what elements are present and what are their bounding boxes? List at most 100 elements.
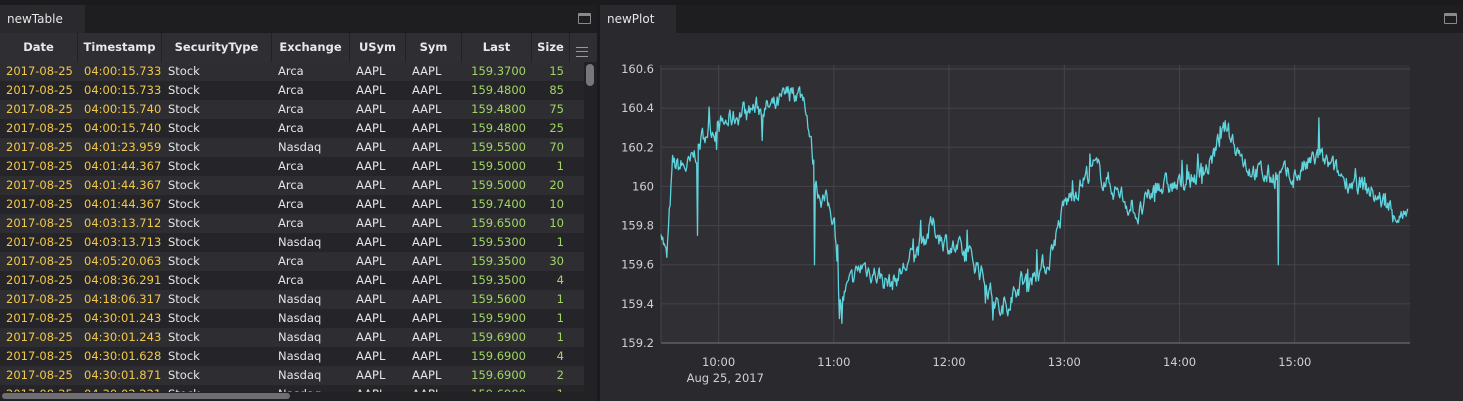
cell-date: 2017-08-25: [6, 216, 73, 230]
column-header-size[interactable]: Size: [532, 33, 570, 62]
column-menu-icon[interactable]: [576, 47, 588, 57]
scroll-thumb[interactable]: [2, 393, 290, 399]
cell-securitytype: Stock: [168, 197, 200, 211]
column-header-last[interactable]: Last: [462, 33, 532, 62]
cell-timestamp: 04:01:23.959: [84, 140, 162, 154]
column-header-exchange[interactable]: Exchange: [272, 33, 350, 62]
cell-securitytype: Stock: [168, 102, 200, 116]
cell-sym: AAPL: [412, 254, 442, 268]
table-row[interactable]: 2017-08-25 04:18:06.317 Stock Nasdaq AAPL AAP…: [0, 290, 584, 309]
cell-sym: AAPL: [412, 235, 442, 249]
cell-securitytype: Stock: [168, 368, 200, 382]
cell-size: 10: [549, 216, 564, 230]
cell-usym: AAPL: [356, 273, 386, 287]
cell-exchange: Arca: [278, 64, 304, 78]
x-tick-label: 14:00: [1163, 355, 1196, 369]
cell-size: 4: [556, 349, 564, 363]
cell-exchange: Nasdaq: [278, 140, 322, 154]
cell-sym: AAPL: [412, 349, 442, 363]
cell-date: 2017-08-25: [6, 292, 73, 306]
table-body: 2017-08-25 04:00:15.733 Stock Arca AAPL AAPL 1…: [0, 62, 584, 392]
y-tick-label: 160.2: [621, 140, 654, 154]
cell-securitytype: Stock: [168, 292, 200, 306]
cell-date: 2017-08-25: [6, 159, 73, 173]
table-row[interactable]: 2017-08-25 04:01:44.367 Stock Arca AAPL AAPL 1…: [0, 157, 584, 176]
cell-securitytype: Stock: [168, 83, 200, 97]
table-row[interactable]: 2017-08-25 04:03:13.713 Stock Nasdaq AAPL AAP…: [0, 233, 584, 252]
table-row[interactable]: 2017-08-2504:30:02.221StockNasdaqAAPLAAP…: [0, 385, 584, 392]
table-header: Date Timestamp SecurityType Exchange USym Sym…: [0, 33, 597, 62]
vertical-scrollbar[interactable]: [584, 62, 597, 392]
cell-last: 159.5000: [471, 159, 526, 173]
column-header-sym[interactable]: Sym: [406, 33, 462, 62]
table-row[interactable]: 2017-08-25 04:30:01.243 Stock Nasdaq AAPL AAP…: [0, 328, 584, 347]
cell-exchange: Nasdaq: [278, 235, 322, 249]
table-row[interactable]: 2017-08-25 04:30:01.243 Stock Nasdaq AAPL AAP…: [0, 309, 584, 328]
table-row[interactable]: 2017-08-25 04:01:44.367 Stock Arca AAPL AAPL 1…: [0, 195, 584, 214]
table-row[interactable]: 2017-08-25 04:00:15.733 Stock Arca AAPL AAPL 1…: [0, 62, 584, 81]
cell-date: 2017-08-25: [6, 178, 73, 192]
y-tick-label: 159.4: [621, 297, 654, 311]
horizontal-scrollbar[interactable]: [0, 392, 597, 401]
cell-last: 159.3700: [471, 64, 526, 78]
cell-date: 2017-08-25: [6, 121, 73, 135]
column-header-usym[interactable]: USym: [350, 33, 406, 62]
y-tick-label: 159.6: [621, 258, 654, 272]
cell-securitytype: Stock: [168, 216, 200, 230]
table-row[interactable]: 2017-08-25 04:01:23.959 Stock Nasdaq AAPL AAP…: [0, 138, 584, 157]
scroll-thumb[interactable]: [586, 64, 594, 86]
maximize-icon[interactable]: [1444, 13, 1457, 24]
cell-date: 2017-08-25: [6, 349, 73, 363]
table-row[interactable]: 2017-08-25 04:30:01.628 Stock Nasdaq AAPL AAP…: [0, 347, 584, 366]
cell-date: 2017-08-25: [6, 368, 73, 382]
cell-size: 1: [556, 159, 564, 173]
cell-last: 159.3500: [471, 273, 526, 287]
cell-sym: AAPL: [412, 178, 442, 192]
tab-newtable[interactable]: newTable: [0, 5, 85, 33]
table-row[interactable]: 2017-08-25 04:00:15.740 Stock Arca AAPL AAPL 1…: [0, 119, 584, 138]
cell-sym: AAPL: [412, 159, 442, 173]
table-row[interactable]: 2017-08-25 04:05:20.063 Stock Arca AAPL AAPL 1…: [0, 252, 584, 271]
column-header-timestamp[interactable]: Timestamp: [78, 33, 162, 62]
maximize-icon[interactable]: [578, 13, 591, 24]
table-row[interactable]: 2017-08-25 04:01:44.367 Stock Arca AAPL AAPL 1…: [0, 176, 584, 195]
column-header-securitytype[interactable]: SecurityType: [162, 33, 272, 62]
cell-usym: AAPL: [356, 121, 386, 135]
cell-last: 159.4800: [471, 102, 526, 116]
column-header-date[interactable]: Date: [0, 33, 78, 62]
cell-size: 85: [549, 83, 564, 97]
x-tick-label: 10:00: [702, 355, 735, 369]
cell-last: 159.5500: [471, 140, 526, 154]
table-row[interactable]: 2017-08-25 04:03:13.712 Stock Arca AAPL AAPL 1…: [0, 214, 584, 233]
table-row[interactable]: 2017-08-25 04:30:01.871 Stock Nasdaq AAPL AAP…: [0, 366, 584, 385]
table-row[interactable]: 2017-08-25 04:00:15.740 Stock Arca AAPL AAPL 1…: [0, 100, 584, 119]
cell-exchange: Nasdaq: [278, 292, 322, 306]
cell-last: 159.5000: [471, 178, 526, 192]
cell-sym: AAPL: [412, 83, 442, 97]
cell-sym: AAPL: [406, 385, 462, 392]
table-row[interactable]: 2017-08-25 04:08:36.291 Stock Arca AAPL AAPL 1…: [0, 271, 584, 290]
plot-area: [661, 65, 1410, 343]
table-row[interactable]: 2017-08-25 04:00:15.733 Stock Arca AAPL AAPL 1…: [0, 81, 584, 100]
cell-size: 70: [549, 140, 564, 154]
cell-timestamp: 04:03:13.713: [84, 235, 162, 249]
cell-exchange: Arca: [278, 254, 304, 268]
cell-usym: AAPL: [356, 178, 386, 192]
cell-timestamp: 04:00:15.733: [84, 64, 162, 78]
cell-last: 159.7400: [471, 197, 526, 211]
price-chart[interactable]: 159.2 159.4 159.6 159.8 160 160.2 160.4 160.6 10…: [600, 33, 1463, 401]
cell-usym: AAPL: [356, 330, 386, 344]
cell-exchange: Nasdaq: [278, 349, 322, 363]
cell-last: 159.4800: [471, 83, 526, 97]
cell-timestamp: 04:30:01.628: [84, 349, 162, 363]
cell-size: 20: [549, 178, 564, 192]
cell-last: 159.3500: [471, 254, 526, 268]
tab-newplot[interactable]: newPlot: [600, 5, 677, 33]
x-tick-label: 11:00: [817, 355, 850, 369]
cell-last: 159.5300: [471, 235, 526, 249]
cell-size: 4: [556, 273, 564, 287]
cell-usym: AAPL: [356, 254, 386, 268]
cell-timestamp: 04:30:02.221: [78, 385, 162, 392]
cell-size: 30: [549, 254, 564, 268]
y-tick-label: 160: [632, 179, 654, 193]
